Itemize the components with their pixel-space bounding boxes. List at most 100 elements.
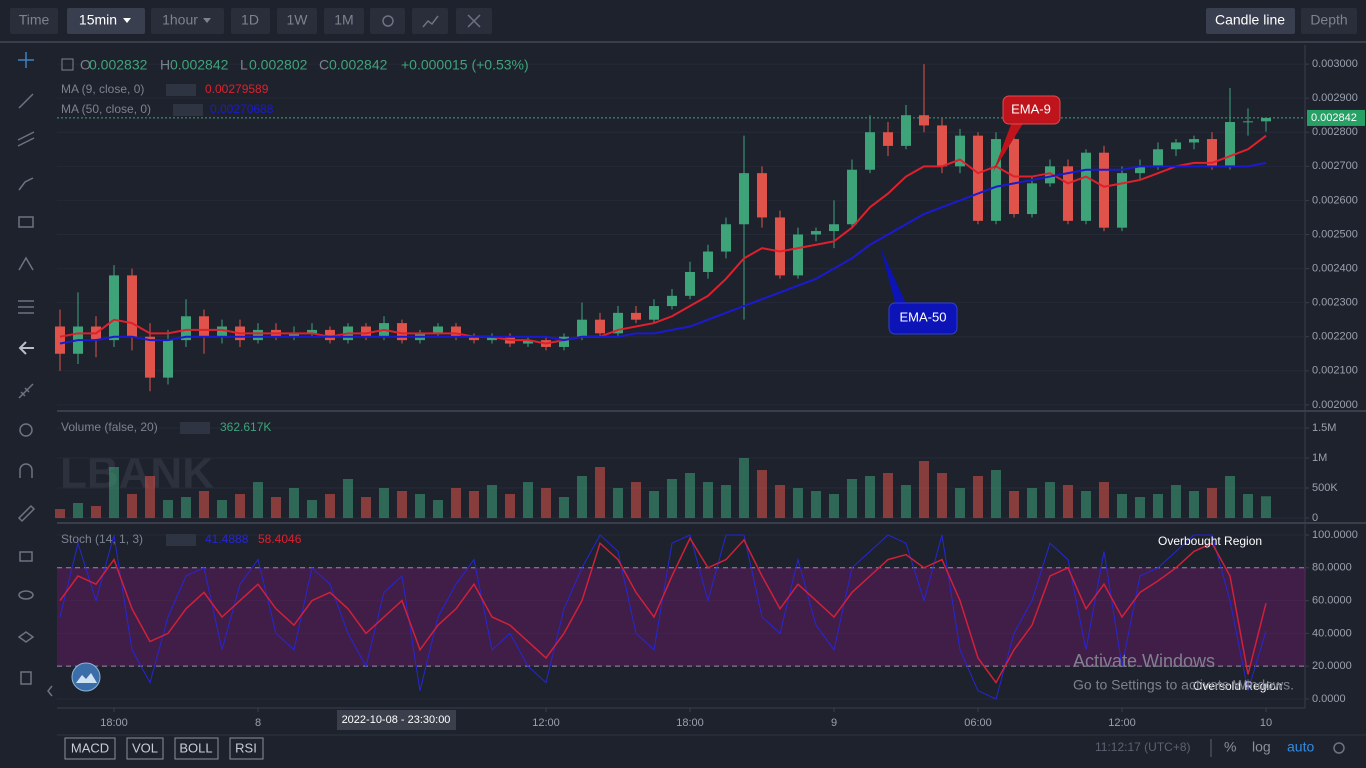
comment-tool[interactable] xyxy=(18,216,34,228)
volume-bar xyxy=(1207,488,1217,519)
candle-body xyxy=(1243,121,1253,123)
volume-bar xyxy=(541,488,551,519)
ohlc-key: O xyxy=(80,57,91,73)
lock-tool[interactable] xyxy=(19,551,33,562)
settings-button[interactable] xyxy=(370,8,405,34)
button-label[interactable]: Candle line xyxy=(1215,12,1285,28)
candle-body xyxy=(757,173,767,218)
button[interactable] xyxy=(324,8,364,34)
indicator-label[interactable]: RSI xyxy=(235,740,257,755)
candle-body xyxy=(613,312,623,334)
button[interactable] xyxy=(67,8,145,34)
fib-tool[interactable] xyxy=(18,300,34,314)
zoom-tool[interactable] xyxy=(19,423,33,437)
delete-tool[interactable] xyxy=(20,671,32,685)
settings-icon[interactable] xyxy=(1333,742,1345,754)
button[interactable] xyxy=(151,8,224,34)
indicator-button[interactable] xyxy=(174,737,219,760)
pen-tool[interactable] xyxy=(18,177,34,191)
volume-bar xyxy=(937,473,947,519)
indicator-button[interactable] xyxy=(126,737,164,760)
button-label[interactable]: 1D xyxy=(241,12,259,28)
last-price-label: 0.002842 xyxy=(1311,112,1357,124)
button[interactable] xyxy=(1206,8,1295,34)
channel-tool[interactable] xyxy=(17,131,35,147)
x-tick-label: 9 xyxy=(831,717,837,729)
button[interactable] xyxy=(1301,8,1357,34)
scale-option[interactable]: log xyxy=(1252,739,1271,755)
button-label[interactable]: 1W xyxy=(287,12,309,28)
button-label[interactable]: Time xyxy=(19,12,50,28)
last-price-tag xyxy=(1307,109,1365,126)
candle-body xyxy=(703,251,713,272)
crosshair-tool[interactable] xyxy=(18,52,34,68)
os-watermark-text: Go to Settings to activate Windows. xyxy=(1073,677,1294,693)
y-tick-label: 60.0000 xyxy=(1312,595,1352,607)
collapse-arrow[interactable] xyxy=(47,685,53,697)
indicator-button[interactable] xyxy=(64,737,116,760)
dropdown-arrow xyxy=(123,18,131,23)
candle-body xyxy=(1027,183,1037,215)
line-tool[interactable] xyxy=(18,93,34,109)
x-tick-label: 10 xyxy=(1260,717,1272,729)
button[interactable] xyxy=(10,8,58,34)
legend-controls[interactable] xyxy=(180,422,210,434)
button-label[interactable]: 1M xyxy=(334,12,353,28)
pane-value: 58.4046 xyxy=(258,532,302,546)
indicator-label[interactable]: MACD xyxy=(71,740,109,755)
volume-bar xyxy=(415,494,425,519)
indicator-label[interactable]: BOLL xyxy=(179,740,212,755)
collapse-box[interactable] xyxy=(61,58,74,71)
candle-body xyxy=(109,275,119,341)
button-label[interactable]: 1hour xyxy=(162,12,198,28)
back-tool[interactable] xyxy=(18,341,34,355)
volume-bar xyxy=(1099,482,1109,519)
y-tick-label: 0.002700 xyxy=(1312,160,1358,172)
magnet-tool[interactable] xyxy=(19,463,33,478)
candle-body xyxy=(199,316,209,337)
layers-tool[interactable] xyxy=(17,631,35,643)
legend-controls[interactable] xyxy=(166,534,196,546)
candle-body xyxy=(181,316,191,341)
candle-body xyxy=(397,323,407,341)
volume-bar xyxy=(451,488,461,519)
legend-controls[interactable] xyxy=(173,104,203,116)
candle-body xyxy=(361,326,371,337)
button[interactable] xyxy=(231,8,270,34)
volume-bar xyxy=(145,476,155,519)
y-tick-label: 0.002800 xyxy=(1312,126,1358,138)
candle-body xyxy=(811,231,821,235)
candle-body xyxy=(127,275,137,337)
volume-bar xyxy=(271,497,281,519)
pattern-tool[interactable] xyxy=(18,256,34,271)
avatar[interactable] xyxy=(71,662,101,692)
candle-body xyxy=(865,132,875,170)
indicator-label[interactable]: VOL xyxy=(132,740,158,755)
candle-body xyxy=(1099,152,1109,228)
volume-bar xyxy=(1189,491,1199,519)
candle-body xyxy=(217,326,227,337)
candle-body xyxy=(937,125,947,167)
gear-icon xyxy=(382,15,394,27)
scale-option[interactable]: auto xyxy=(1287,739,1314,755)
x-tick-label: 18:00 xyxy=(100,717,128,729)
y-tick-label: 0 xyxy=(1312,512,1318,524)
ohlc-key: C xyxy=(319,57,329,73)
candle-body xyxy=(829,224,839,232)
indicator-button[interactable] xyxy=(412,8,448,34)
scale-option[interactable]: % xyxy=(1224,739,1236,755)
volume-bar xyxy=(1171,485,1181,519)
edit-tool[interactable] xyxy=(17,504,36,523)
volume-bar xyxy=(73,503,83,519)
candle-body xyxy=(991,139,1001,221)
button[interactable] xyxy=(277,8,317,34)
volume-bar xyxy=(199,491,209,519)
measure-tool[interactable] xyxy=(18,383,34,399)
volume-bar xyxy=(973,476,983,519)
visibility-tool[interactable] xyxy=(18,590,34,600)
legend-controls[interactable] xyxy=(166,84,196,96)
button-label[interactable]: 15min xyxy=(79,12,117,28)
button-label[interactable]: Depth xyxy=(1310,12,1347,28)
volume-bar xyxy=(469,491,479,519)
indicator-button[interactable] xyxy=(229,737,264,760)
